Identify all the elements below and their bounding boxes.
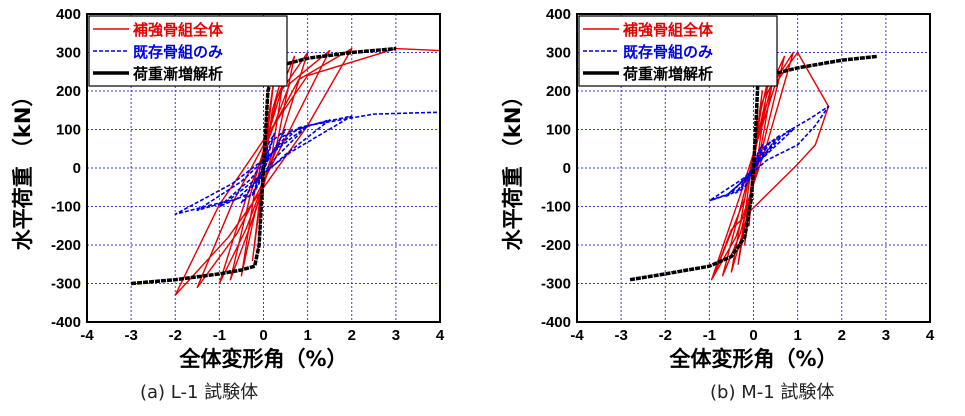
- y-tick-label: -200: [51, 237, 81, 254]
- legend-label-1: 補強骨組全体: [132, 21, 224, 39]
- series-line-3: [629, 54, 878, 282]
- y-tick-label: 400: [56, 6, 81, 23]
- y-tick-label: -300: [541, 276, 571, 293]
- x-tick-label: 0: [749, 327, 757, 344]
- x-tick-label: -2: [659, 327, 672, 344]
- x-tick-label: 1: [793, 327, 801, 344]
- x-tick-label: -4: [570, 327, 584, 344]
- x-tick-label: -1: [213, 327, 226, 344]
- series-line-3: [130, 46, 397, 286]
- x-tick-label: 3: [882, 327, 890, 344]
- x-tick-label: 2: [348, 327, 356, 344]
- legend-label-3: 荷重漸増解析: [133, 65, 223, 83]
- plot-frame: [86, 13, 441, 323]
- x-tick-label: -1: [703, 327, 716, 344]
- x-tick-label: -4: [80, 327, 94, 344]
- x-tick-label: 1: [303, 327, 311, 344]
- y-tick-label: 400: [546, 6, 571, 23]
- y-tick-label: 100: [56, 122, 81, 139]
- plot-frame: [576, 13, 931, 323]
- y-tick-label: -400: [51, 314, 81, 331]
- legend-label-2: 既存骨組のみ: [133, 43, 223, 61]
- y-axis-label: 水平荷重 （kN）: [501, 86, 525, 251]
- y-tick-label: 100: [546, 122, 571, 139]
- y-tick-label: 0: [73, 160, 81, 177]
- series-line-2: [708, 105, 830, 202]
- legend-label-1: 補強骨組全体: [622, 21, 714, 39]
- x-tick-label: -3: [124, 327, 137, 344]
- y-tick-label: 300: [56, 45, 81, 62]
- chart-caption-a: (a) L-1 試験体: [140, 382, 259, 403]
- x-tick-label: 0: [259, 327, 267, 344]
- x-tick-label: 4: [436, 327, 445, 344]
- y-tick-label: -300: [51, 276, 81, 293]
- x-axis-label: 全体変形角（%）: [178, 347, 347, 370]
- y-tick-label: 200: [56, 83, 81, 100]
- y-tick-label: -200: [541, 237, 571, 254]
- x-axis-label: 全体変形角（%）: [668, 347, 837, 370]
- y-tick-label: 300: [546, 45, 571, 62]
- chart-caption-b: (b) M-1 試験体: [710, 382, 835, 403]
- chart-panel-b: 400 300 200 100 0 -100 -200 -300 -400 -4 -3 -2 -1 0 1 2…: [490, 0, 960, 416]
- y-tick-label: 0: [563, 160, 571, 177]
- chart-b: 400 300 200 100 0 -100 -200 -300 -400-4 -3 -2 -1 0 1 2…: [501, 6, 935, 370]
- x-tick-label: -3: [614, 327, 627, 344]
- y-tick-label: 200: [546, 83, 571, 100]
- y-axis-label: 水平荷重 （kN）: [11, 86, 35, 251]
- legend-label-2: 既存骨組のみ: [623, 43, 713, 61]
- series-line-2: [174, 111, 441, 215]
- x-tick-label: 3: [392, 327, 400, 344]
- chart-a: 400 300 200 100 0 -100 -200 -300 -400-4 -3 -2 -1 0 1 2…: [11, 6, 445, 370]
- y-tick-label: -400: [541, 314, 571, 331]
- legend-label-3: 荷重漸増解析: [623, 65, 713, 83]
- x-tick-label: 2: [838, 327, 846, 344]
- y-tick-label: -100: [51, 199, 81, 216]
- chart-panel-a: 400 300 200 100 0 -100 -200 -300 -400 -4 -3 -2 -1 0 1 2…: [0, 0, 470, 416]
- y-tick-label: -100: [541, 199, 571, 216]
- x-tick-label: 4: [926, 327, 935, 344]
- x-tick-label: -2: [169, 327, 182, 344]
